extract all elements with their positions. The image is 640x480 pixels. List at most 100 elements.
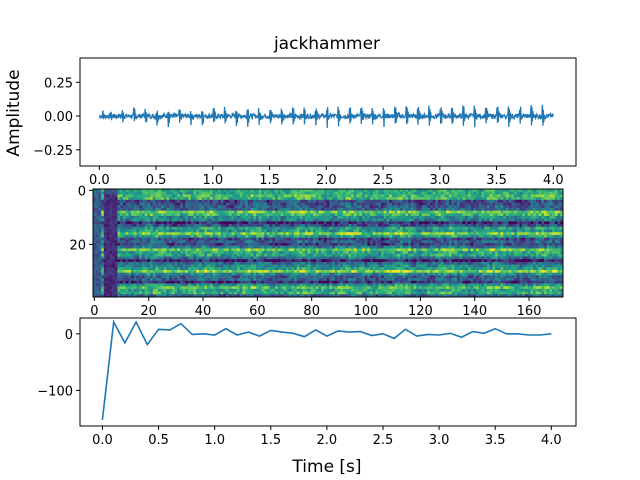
heatmap-cell	[217, 218, 222, 222]
heatmap-cell	[272, 226, 276, 230]
heatmap-cell	[294, 194, 298, 198]
heatmap-cell	[356, 218, 360, 222]
heatmap-cell	[226, 245, 230, 249]
heatmap-cell	[128, 272, 132, 276]
heatmap-cell	[397, 245, 401, 249]
heatmap-cell	[313, 234, 317, 238]
heatmap-cell	[419, 213, 423, 217]
heatmap-cell	[315, 294, 319, 298]
heatmap-cell	[296, 237, 300, 241]
heatmap-cell	[302, 267, 306, 271]
heatmap-cell	[391, 213, 395, 217]
heatmap-cell	[245, 245, 249, 249]
heatmap-cell	[307, 280, 311, 284]
heatmap-cell	[397, 280, 401, 284]
heatmap-cell	[275, 226, 279, 230]
heatmap-cell	[204, 288, 208, 292]
heatmap-cell	[408, 189, 412, 193]
heatmap-cell	[375, 272, 379, 276]
heatmap-cell	[261, 278, 265, 282]
heatmap-cell	[171, 207, 175, 211]
heatmap-cell	[160, 267, 165, 271]
heatmap-cell	[313, 224, 317, 228]
heatmap-cell	[285, 280, 290, 284]
heatmap-cell	[207, 237, 211, 241]
heatmap-cell	[304, 234, 309, 238]
heatmap-cell	[370, 245, 374, 249]
heatmap-cell	[310, 224, 314, 228]
heatmap-cell	[133, 226, 137, 230]
heatmap-cell	[193, 267, 197, 271]
heatmap-cell	[234, 259, 238, 263]
heatmap-cell	[117, 189, 121, 193]
heatmap-cell	[315, 286, 319, 290]
heatmap-cell	[250, 275, 254, 279]
heatmap-cell	[250, 272, 254, 276]
heatmap-cell	[234, 264, 238, 268]
heatmap-cell	[419, 243, 423, 247]
heatmap-cell	[378, 288, 382, 292]
heatmap-cell	[158, 194, 162, 198]
heatmap-cell	[285, 248, 290, 252]
heatmap-cell	[416, 194, 420, 198]
heatmap-cell	[408, 275, 412, 279]
heatmap-cell	[133, 189, 137, 193]
heatmap-cell	[234, 218, 238, 222]
heatmap-cell	[193, 229, 197, 233]
heatmap-cell	[361, 264, 366, 268]
heatmap-cell	[288, 280, 292, 284]
heatmap-cell	[234, 199, 238, 203]
heatmap-cell	[356, 210, 360, 214]
heatmap-cell	[408, 191, 412, 195]
heatmap-cell	[166, 221, 170, 225]
heatmap-cell	[160, 232, 165, 236]
heatmap-cell	[250, 261, 254, 265]
x-tick-label: 3.5	[486, 173, 507, 188]
heatmap-cell	[345, 191, 349, 195]
heatmap-cell	[103, 286, 107, 290]
heatmap-cell	[152, 199, 156, 203]
heatmap-cell	[158, 210, 162, 214]
heatmap-cell	[139, 248, 143, 252]
heatmap-cell	[128, 191, 132, 195]
heatmap-cell	[198, 207, 203, 211]
heatmap-cell	[190, 291, 194, 295]
heatmap-cell	[223, 245, 227, 249]
heatmap-cell	[367, 194, 371, 198]
heatmap-cell	[277, 218, 281, 222]
heatmap-cell	[410, 245, 414, 249]
heatmap-cell	[171, 283, 175, 287]
heatmap-cell	[114, 191, 118, 195]
heatmap-cell	[280, 240, 284, 244]
heatmap-cell	[223, 213, 227, 217]
heatmap-cell	[372, 264, 376, 268]
heatmap-cell	[128, 240, 132, 244]
heatmap-cell	[329, 264, 333, 268]
heatmap-cell	[234, 248, 238, 252]
heatmap-cell	[340, 189, 344, 193]
heatmap-cell	[383, 213, 387, 217]
heatmap-cell	[128, 256, 132, 260]
heatmap-cell	[348, 226, 352, 230]
heatmap-cell	[356, 294, 360, 298]
heatmap-cell	[332, 259, 336, 263]
heatmap-cell	[364, 275, 368, 279]
heatmap-cell	[120, 240, 124, 244]
heatmap-cell	[128, 194, 132, 198]
heatmap-cell	[326, 286, 330, 290]
heatmap-cell	[378, 256, 382, 260]
heatmap-cell	[103, 288, 107, 292]
heatmap-cell	[380, 278, 385, 282]
heatmap-cell	[250, 278, 254, 282]
heatmap-cell	[174, 283, 178, 287]
heatmap-cell	[166, 270, 170, 274]
heatmap-cell	[326, 251, 330, 255]
heatmap-cell	[209, 267, 213, 271]
heatmap-cell	[158, 191, 162, 195]
heatmap-cell	[166, 291, 170, 295]
heatmap-cell	[386, 272, 390, 276]
heatmap-cell	[128, 210, 132, 214]
heatmap-cell	[150, 253, 154, 257]
heatmap-cell	[378, 210, 382, 214]
heatmap-cell	[361, 189, 366, 193]
